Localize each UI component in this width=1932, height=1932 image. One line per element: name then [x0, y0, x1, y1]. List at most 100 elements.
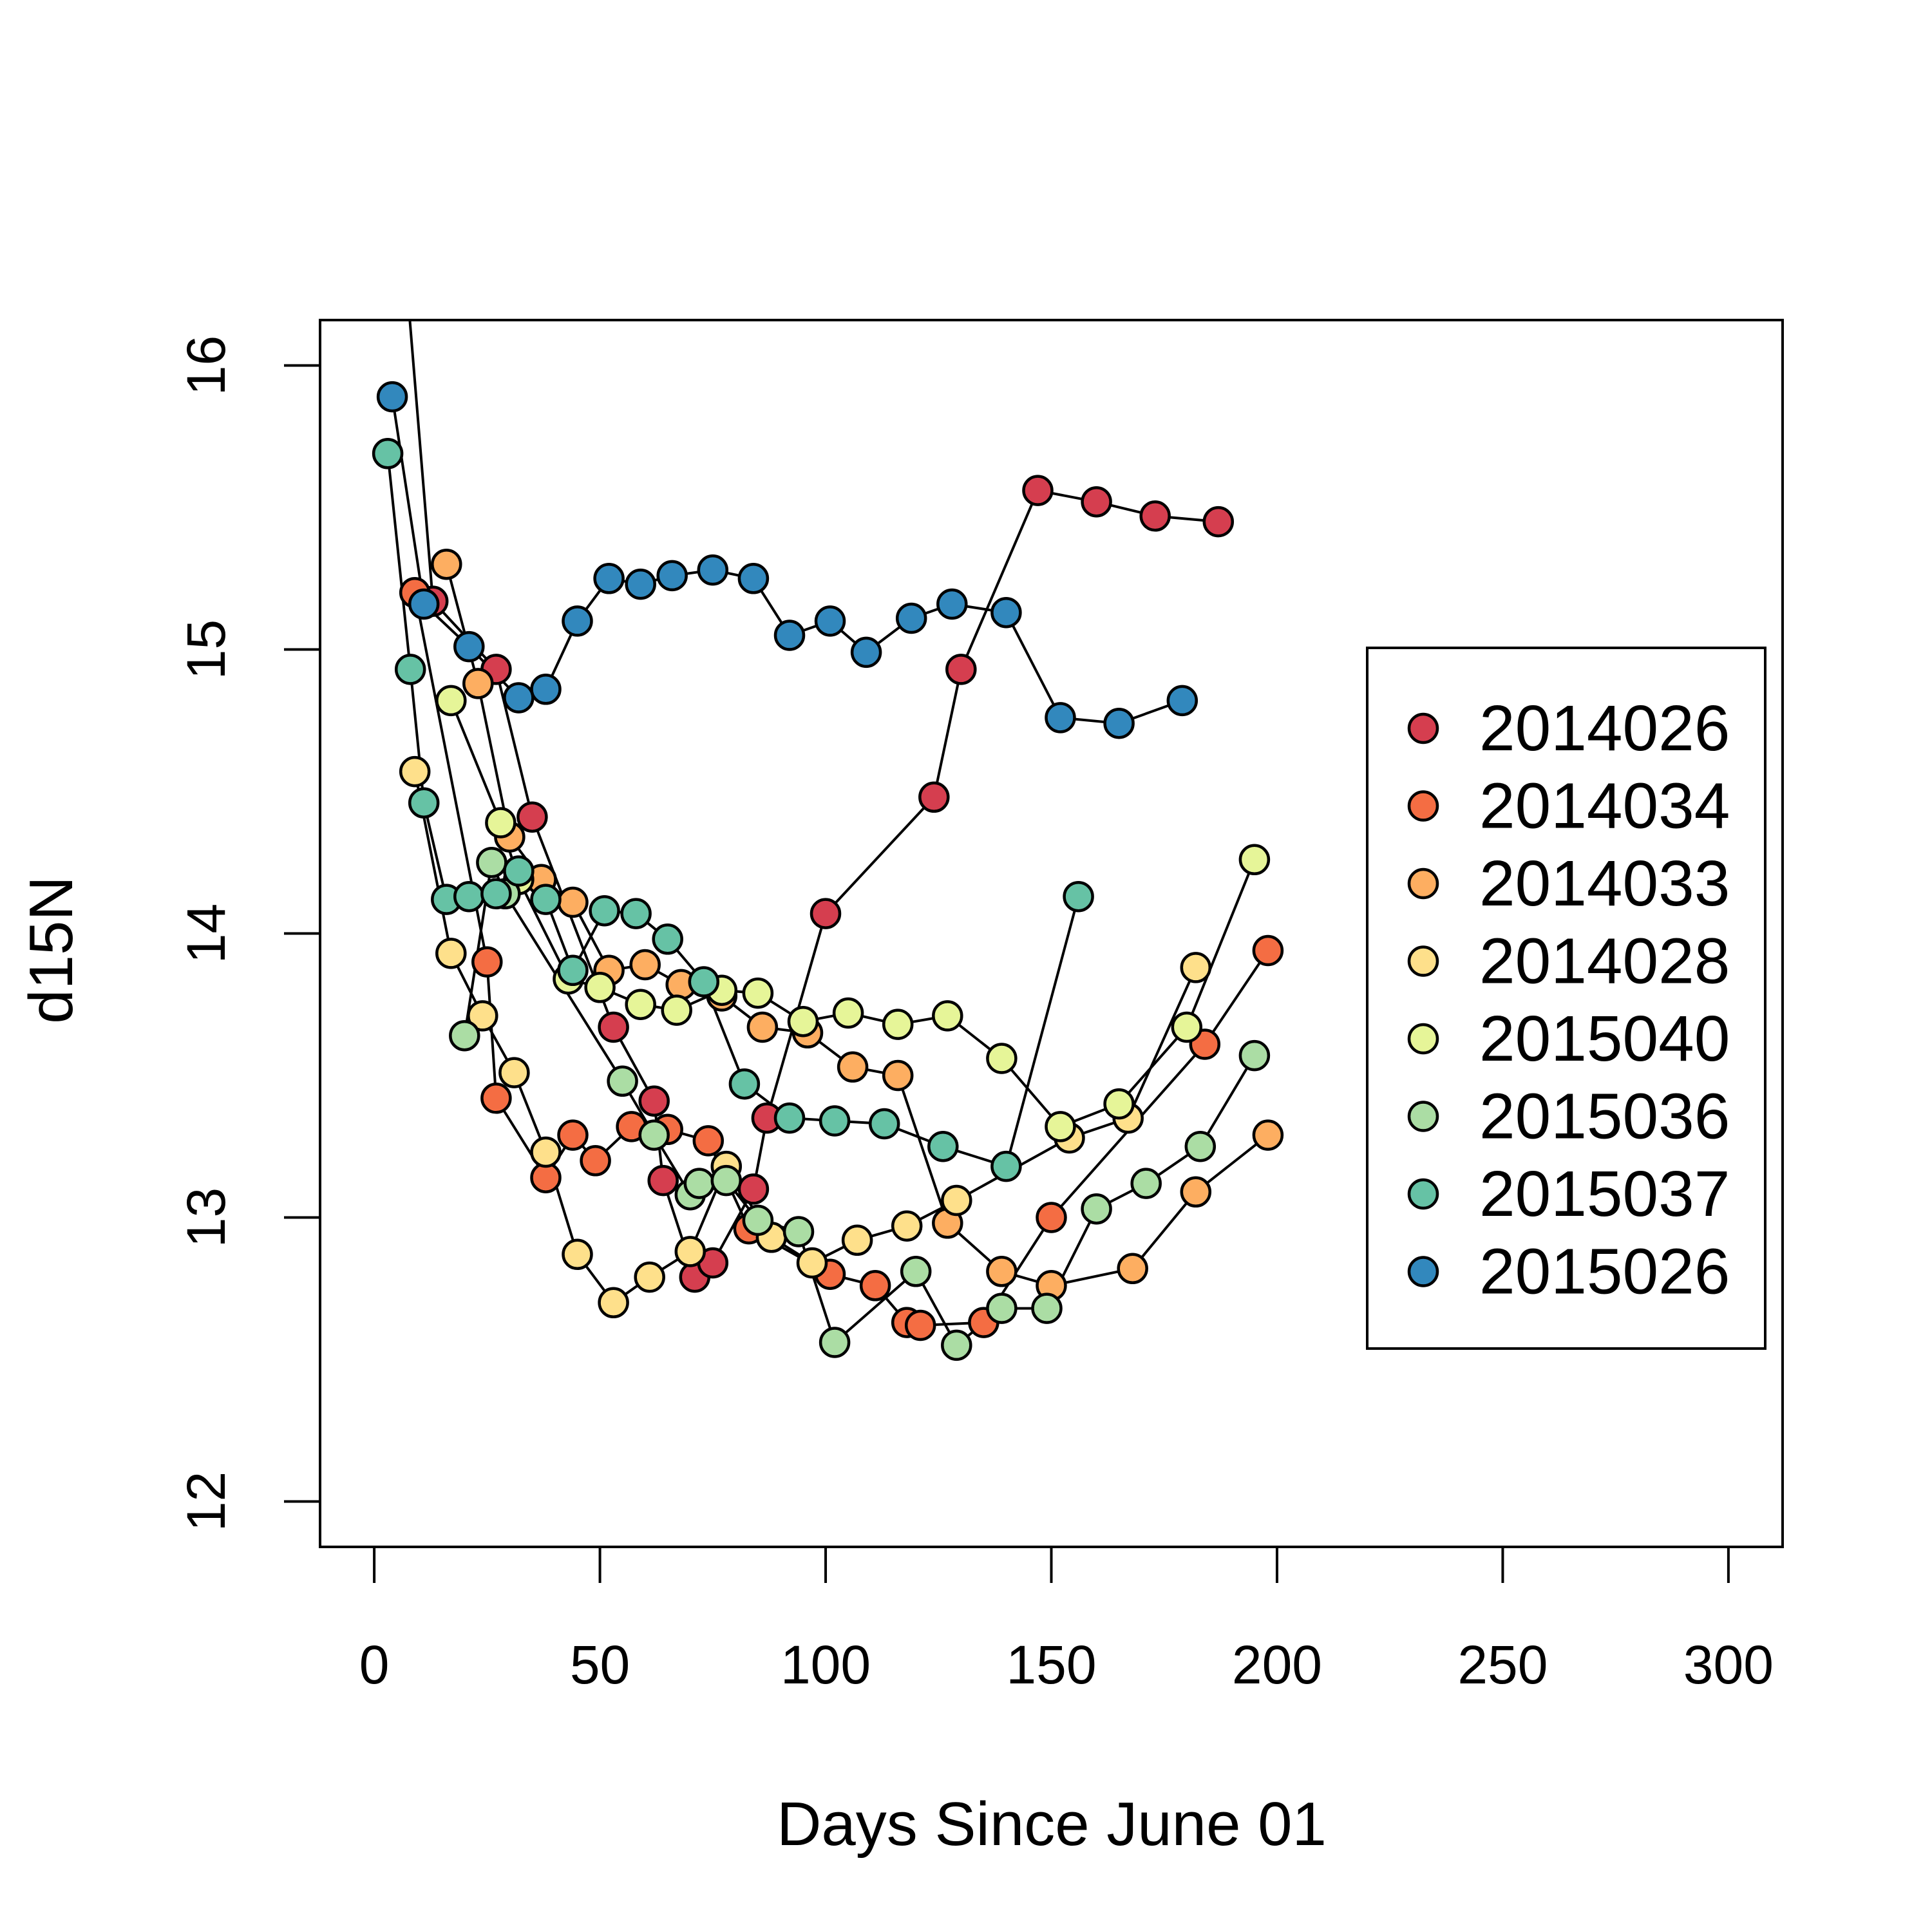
data-point-2015026: [895, 602, 927, 634]
data-point-2015036: [819, 1327, 851, 1358]
data-point-2015026: [453, 630, 485, 663]
data-point-2014028: [498, 1057, 530, 1088]
data-point-2014026: [1202, 506, 1235, 538]
data-point-2014026: [810, 898, 842, 929]
data-point-2015037: [620, 898, 652, 929]
data-point-2014033: [882, 1059, 914, 1092]
data-point-2015040: [485, 807, 516, 838]
legend-label-2015026: 2015026: [1479, 1236, 1730, 1308]
data-point-2015037: [503, 855, 535, 887]
data-point-2015026: [656, 560, 688, 592]
legend-label-2015037: 2015037: [1479, 1158, 1730, 1230]
data-point-2015036: [782, 1216, 815, 1247]
x-tick-label: 300: [1683, 1634, 1774, 1695]
data-point-2014026: [647, 1164, 679, 1197]
data-point-2015040: [625, 989, 656, 1020]
legend-label-2014034: 2014034: [1479, 770, 1730, 842]
legend-label-2015040: 2015040: [1479, 1003, 1730, 1075]
data-point-2014033: [629, 949, 661, 981]
data-point-2015037: [868, 1108, 900, 1140]
data-point-2015036: [607, 1065, 638, 1097]
data-point-2015037: [990, 1150, 1022, 1182]
data-point-2014033: [986, 1256, 1018, 1287]
data-point-2014028: [435, 938, 467, 969]
legend-label-2014028: 2014028: [1479, 925, 1730, 998]
plot-frame: [319, 319, 1784, 1548]
data-point-2015026: [625, 568, 656, 600]
data-point-2014033: [1252, 1119, 1284, 1151]
data-point-2015036: [900, 1256, 932, 1287]
data-point-2015036: [449, 1019, 480, 1052]
data-point-2015026: [530, 674, 562, 705]
plot-area: [372, 320, 1284, 1361]
x-tick-label: 250: [1457, 1634, 1548, 1695]
data-point-2014034: [530, 1162, 562, 1193]
data-point-2015037: [819, 1105, 851, 1137]
data-point-2014034: [557, 1119, 589, 1151]
x-tick-label: 100: [781, 1634, 871, 1695]
data-point-2014034: [1036, 1202, 1067, 1233]
data-point-2015026: [773, 620, 806, 651]
data-point-2014026: [1081, 486, 1112, 518]
legend-marker-2014034: [1407, 790, 1439, 822]
y-tick-label: 13: [176, 1188, 236, 1247]
data-point-2015040: [1045, 1111, 1076, 1142]
data-point-2015040: [1171, 1011, 1203, 1043]
data-point-2015026: [850, 636, 882, 668]
data-point-2015036: [710, 1164, 743, 1197]
data-point-2014034: [904, 1309, 936, 1341]
data-point-2015037: [773, 1102, 806, 1134]
x-axis-title: Days Since June 01: [777, 1790, 1327, 1859]
data-point-2014033: [1180, 1176, 1212, 1208]
data-point-2015037: [688, 966, 720, 998]
data-point-2014028: [796, 1247, 828, 1279]
data-point-2014034: [580, 1145, 611, 1177]
x-tick-label: 200: [1232, 1634, 1322, 1695]
data-point-2014026: [945, 654, 977, 685]
x-axis: 0 50 100 150 200 250 300: [359, 1546, 1774, 1695]
data-point-2014026: [918, 781, 950, 813]
data-point-2015036: [941, 1329, 972, 1361]
data-point-2015040: [584, 972, 616, 1003]
data-point-2015040: [787, 1005, 819, 1037]
data-point-2015026: [408, 588, 440, 620]
y-tick-label: 14: [176, 904, 236, 963]
data-point-2014028: [562, 1238, 593, 1271]
data-point-2015037: [408, 787, 440, 819]
data-point-2015026: [1166, 685, 1198, 717]
data-point-2014028: [891, 1210, 923, 1242]
data-point-2015026: [990, 596, 1022, 629]
data-point-2015037: [1063, 880, 1094, 913]
y-tick-label: 12: [176, 1472, 236, 1531]
legend-marker-2015036: [1407, 1101, 1439, 1132]
legend-marker-2015037: [1407, 1178, 1439, 1210]
data-point-2015026: [593, 563, 625, 594]
x-tick-label: 50: [570, 1634, 630, 1695]
y-tick-label: 15: [176, 620, 236, 679]
data-point-2014033: [431, 548, 462, 580]
x-tick-label: 0: [359, 1634, 390, 1695]
legend-label-2014026: 2014026: [1479, 692, 1730, 764]
data-point-2015040: [661, 994, 692, 1026]
data-point-2015026: [1045, 702, 1076, 734]
data-point-2015026: [814, 605, 846, 637]
data-point-2014026: [1139, 500, 1171, 532]
data-point-2015040: [832, 997, 864, 1029]
data-point-2014026: [638, 1085, 670, 1117]
data-point-2015037: [480, 878, 512, 910]
legend-marker-2015026: [1407, 1256, 1439, 1287]
legend-label-2014033: 2014033: [1479, 848, 1730, 920]
data-point-2015040: [1238, 844, 1271, 876]
data-point-2014034: [692, 1125, 724, 1157]
y-tick-label: 16: [176, 336, 236, 395]
data-point-2014034: [471, 946, 503, 978]
data-point-2015036: [638, 1119, 670, 1151]
data-point-2015036: [742, 1204, 774, 1236]
data-point-2015040: [742, 977, 774, 1009]
data-point-2014034: [480, 1083, 512, 1114]
data-point-2015036: [1130, 1168, 1162, 1199]
legend-marker-2014026: [1407, 712, 1439, 744]
data-point-2015036: [683, 1168, 715, 1199]
data-point-2015040: [435, 685, 467, 717]
data-point-2015037: [394, 654, 426, 685]
